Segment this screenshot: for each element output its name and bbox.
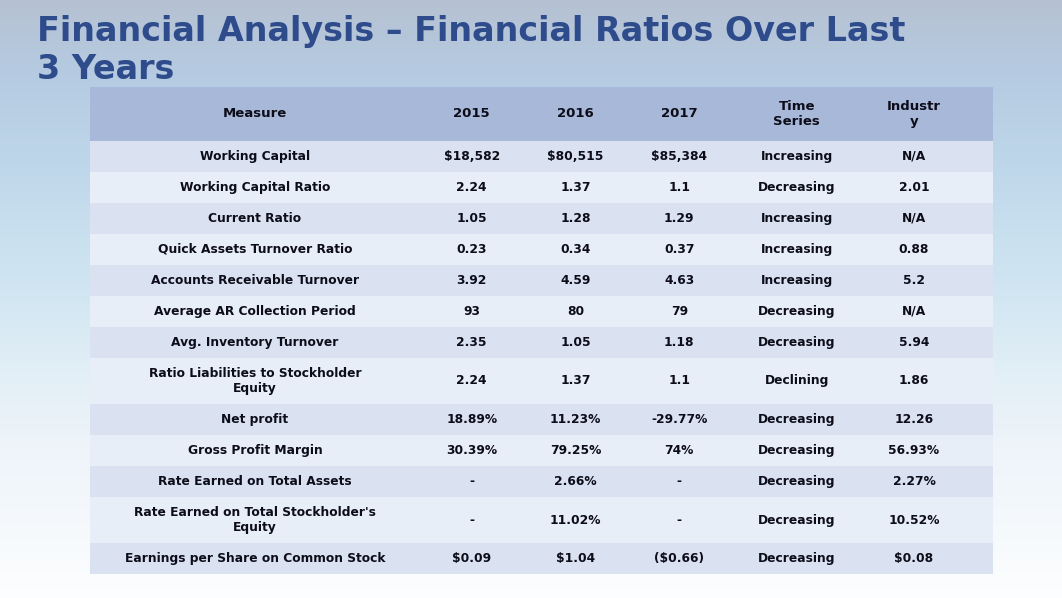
Text: 0.37: 0.37	[664, 243, 695, 256]
Text: Industr
y: Industr y	[887, 100, 941, 128]
Text: Decreasing: Decreasing	[758, 305, 836, 318]
Text: 93: 93	[463, 305, 480, 318]
Bar	[90, 358, 993, 404]
Text: 1.05: 1.05	[457, 212, 487, 225]
Text: $18,582: $18,582	[444, 150, 500, 163]
Text: 1.86: 1.86	[898, 374, 929, 388]
Text: Current Ratio: Current Ratio	[208, 212, 302, 225]
Text: $1.04: $1.04	[555, 552, 595, 565]
Text: -29.77%: -29.77%	[651, 413, 707, 426]
Bar	[90, 87, 993, 141]
Text: 79.25%: 79.25%	[550, 444, 601, 457]
Bar	[90, 435, 993, 466]
Text: 80: 80	[567, 305, 584, 318]
Text: Earnings per Share on Common Stock: Earnings per Share on Common Stock	[124, 552, 386, 565]
Text: Measure: Measure	[223, 107, 287, 120]
Text: Average AR Collection Period: Average AR Collection Period	[154, 305, 356, 318]
Text: 3.92: 3.92	[457, 274, 486, 287]
Text: Increasing: Increasing	[760, 243, 833, 256]
Text: 0.34: 0.34	[561, 243, 590, 256]
Text: 2.35: 2.35	[457, 336, 486, 349]
Text: 1.1: 1.1	[668, 181, 690, 194]
Text: 56.93%: 56.93%	[889, 444, 940, 457]
Text: 2.24: 2.24	[457, 181, 486, 194]
Text: N/A: N/A	[902, 212, 926, 225]
Text: 1.37: 1.37	[561, 374, 590, 388]
Text: 2016: 2016	[558, 107, 594, 120]
Text: $0.08: $0.08	[894, 552, 933, 565]
Text: 1.18: 1.18	[664, 336, 695, 349]
Text: Increasing: Increasing	[760, 274, 833, 287]
Text: 2015: 2015	[453, 107, 490, 120]
Text: Avg. Inventory Turnover: Avg. Inventory Turnover	[171, 336, 339, 349]
Text: Decreasing: Decreasing	[758, 336, 836, 349]
Text: Time
Series: Time Series	[773, 100, 820, 128]
Text: -: -	[676, 514, 682, 526]
Text: 2017: 2017	[661, 107, 698, 120]
Text: Decreasing: Decreasing	[758, 475, 836, 488]
Bar	[90, 234, 993, 265]
Text: 4.63: 4.63	[664, 274, 695, 287]
Text: 11.02%: 11.02%	[550, 514, 601, 526]
Bar	[90, 265, 993, 296]
Text: ($0.66): ($0.66)	[654, 552, 704, 565]
Text: N/A: N/A	[902, 150, 926, 163]
Bar	[90, 327, 993, 358]
Text: Rate Earned on Total Stockholder's
Equity: Rate Earned on Total Stockholder's Equit…	[134, 507, 376, 534]
Text: -: -	[469, 514, 474, 526]
Text: 2.24: 2.24	[457, 374, 486, 388]
Text: Declining: Declining	[765, 374, 828, 388]
Text: $80,515: $80,515	[547, 150, 603, 163]
Text: Net profit: Net profit	[222, 413, 289, 426]
Text: Gross Profit Margin: Gross Profit Margin	[188, 444, 323, 457]
Text: Decreasing: Decreasing	[758, 514, 836, 526]
Text: 18.89%: 18.89%	[446, 413, 497, 426]
Text: Increasing: Increasing	[760, 150, 833, 163]
Text: Accounts Receivable Turnover: Accounts Receivable Turnover	[151, 274, 359, 287]
Bar	[90, 203, 993, 234]
Text: Quick Assets Turnover Ratio: Quick Assets Turnover Ratio	[158, 243, 353, 256]
Text: 79: 79	[671, 305, 688, 318]
Text: 30.39%: 30.39%	[446, 444, 497, 457]
Text: Decreasing: Decreasing	[758, 444, 836, 457]
Text: 11.23%: 11.23%	[550, 413, 601, 426]
Text: 2.01: 2.01	[898, 181, 929, 194]
Text: 1.1: 1.1	[668, 374, 690, 388]
Text: 5.2: 5.2	[903, 274, 925, 287]
Text: -: -	[676, 475, 682, 488]
Bar	[90, 543, 993, 574]
Bar	[90, 466, 993, 497]
Text: 4.59: 4.59	[561, 274, 590, 287]
Text: Decreasing: Decreasing	[758, 552, 836, 565]
Bar	[90, 497, 993, 543]
Bar	[90, 296, 993, 327]
Text: Decreasing: Decreasing	[758, 181, 836, 194]
Text: 2.66%: 2.66%	[554, 475, 597, 488]
Text: 1.28: 1.28	[561, 212, 590, 225]
Text: Financial Analysis – Financial Ratios Over Last
3 Years: Financial Analysis – Financial Ratios Ov…	[37, 15, 906, 86]
Text: $0.09: $0.09	[452, 552, 492, 565]
Bar	[90, 404, 993, 435]
Text: Working Capital Ratio: Working Capital Ratio	[179, 181, 330, 194]
Text: 1.29: 1.29	[664, 212, 695, 225]
Text: Decreasing: Decreasing	[758, 413, 836, 426]
Text: 5.94: 5.94	[898, 336, 929, 349]
Text: N/A: N/A	[902, 305, 926, 318]
Text: $85,384: $85,384	[651, 150, 707, 163]
Text: 1.05: 1.05	[560, 336, 590, 349]
Text: Working Capital: Working Capital	[200, 150, 310, 163]
Text: 0.88: 0.88	[898, 243, 929, 256]
Text: 12.26: 12.26	[894, 413, 933, 426]
Bar	[90, 172, 993, 203]
Bar	[90, 141, 993, 172]
Text: 74%: 74%	[665, 444, 693, 457]
Text: Rate Earned on Total Assets: Rate Earned on Total Assets	[158, 475, 352, 488]
Text: 2.27%: 2.27%	[892, 475, 936, 488]
Text: Increasing: Increasing	[760, 212, 833, 225]
Text: -: -	[469, 475, 474, 488]
Text: 0.23: 0.23	[457, 243, 486, 256]
Text: Ratio Liabilities to Stockholder
Equity: Ratio Liabilities to Stockholder Equity	[149, 367, 361, 395]
Text: 1.37: 1.37	[561, 181, 590, 194]
Text: 10.52%: 10.52%	[888, 514, 940, 526]
